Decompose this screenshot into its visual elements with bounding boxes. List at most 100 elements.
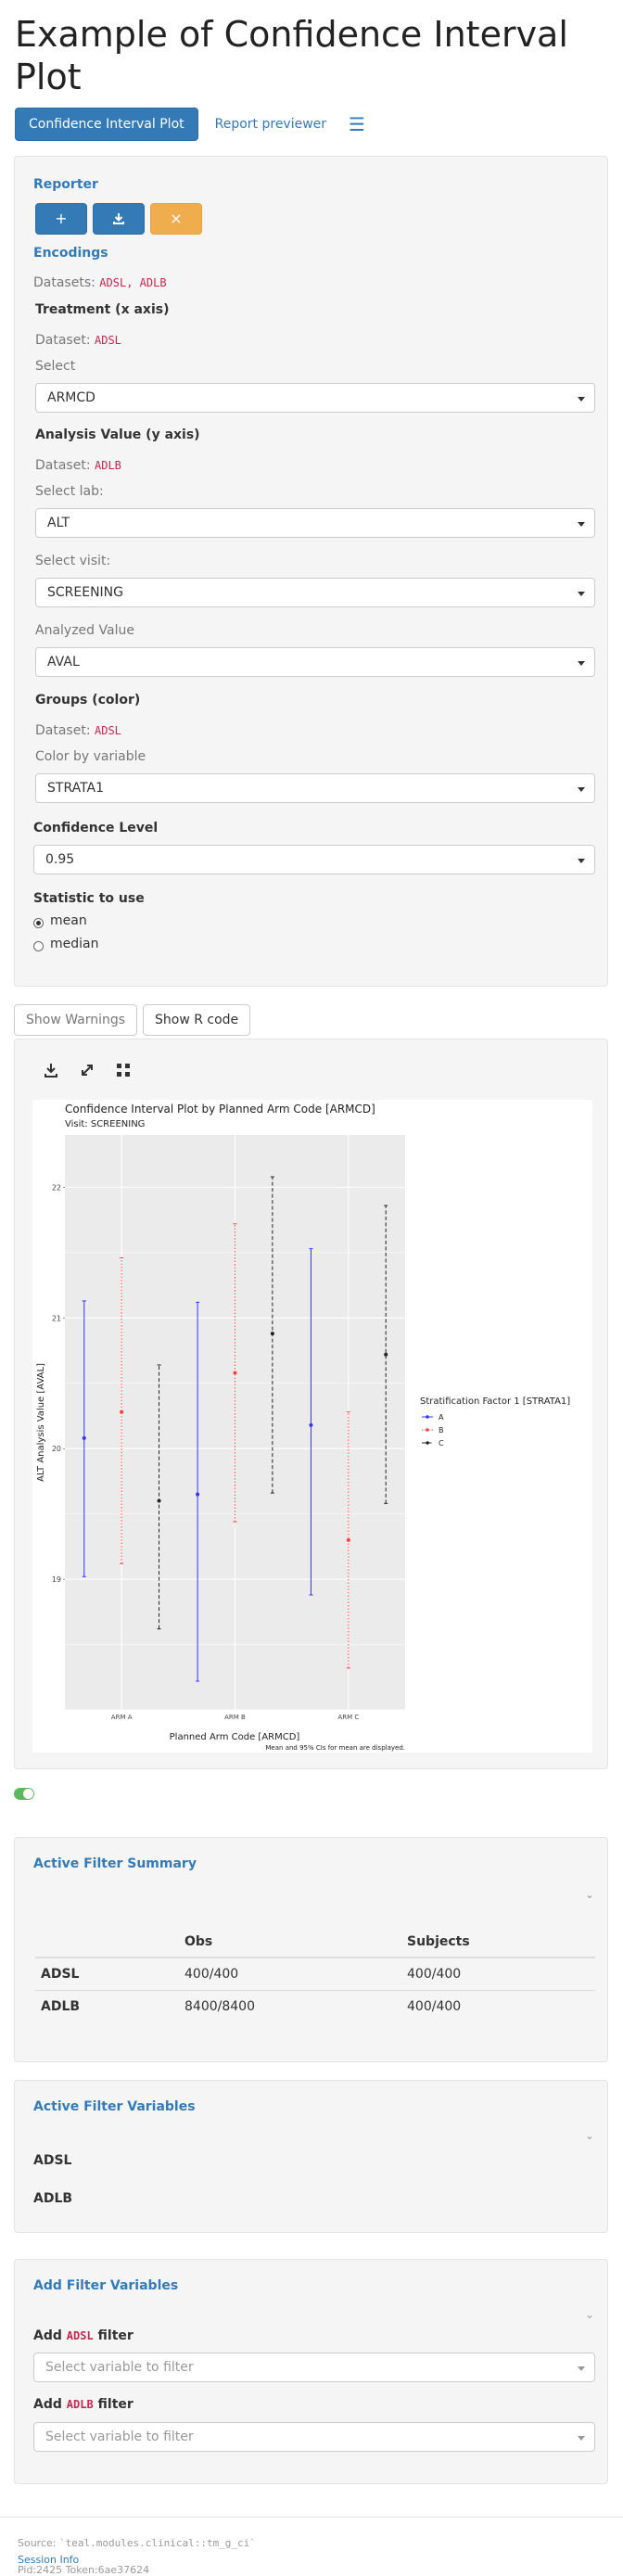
y-axis-label: ALT Analysis Value [AVAL] bbox=[36, 1363, 46, 1482]
y-tick-label: 21 bbox=[52, 1314, 61, 1322]
legend-key-point bbox=[426, 1428, 429, 1432]
dataset-code: ADSL bbox=[95, 724, 121, 737]
statistic-title: Statistic to use bbox=[33, 891, 145, 906]
caret-down-icon bbox=[578, 859, 585, 863]
mean-point bbox=[196, 1492, 200, 1497]
ci-plot: Confidence Interval Plot by Planned Arm … bbox=[32, 1100, 592, 1753]
download-report-button[interactable] bbox=[93, 203, 145, 235]
subjects-cell: 400/400 bbox=[401, 1957, 595, 1991]
caret-down-icon bbox=[578, 787, 585, 792]
y-tick-label: 19 bbox=[52, 1575, 61, 1584]
dataset-code: ADSL bbox=[99, 276, 127, 289]
plus-icon: + bbox=[55, 210, 68, 227]
datasets-label: Datasets: bbox=[33, 275, 95, 290]
radio-median[interactable] bbox=[33, 941, 44, 951]
session-info-link[interactable]: Session Info bbox=[18, 2554, 80, 2566]
table-header: Subjects bbox=[401, 1927, 595, 1958]
show-warnings-button[interactable]: Show Warnings bbox=[14, 1004, 138, 1036]
footer-divider bbox=[0, 2517, 623, 2518]
download-icon[interactable] bbox=[41, 1060, 61, 1080]
y-tick-label: 22 bbox=[52, 1183, 61, 1192]
color-by-label: Color by variable bbox=[35, 749, 146, 764]
tab-report-previewer[interactable]: Report previewer bbox=[214, 117, 327, 132]
mean-point bbox=[270, 1332, 274, 1336]
radio-mean[interactable] bbox=[33, 918, 44, 928]
table-header: Obs bbox=[179, 1927, 401, 1958]
filter-panel-toggle[interactable] bbox=[14, 1788, 34, 1800]
analyzed-value-select[interactable]: AVAL bbox=[35, 647, 595, 677]
caret-down-icon bbox=[578, 661, 585, 666]
main-nav: Confidence Interval Plot Report previewe… bbox=[0, 98, 623, 141]
close-icon: × bbox=[170, 210, 183, 227]
adsl-filter-select[interactable]: Select variable to filter bbox=[33, 2353, 595, 2382]
caret-down-icon bbox=[578, 2436, 585, 2441]
treatment-title: Treatment (x axis) bbox=[35, 302, 170, 317]
x-tick-label: ARM C bbox=[337, 1714, 359, 1721]
select-value: STRATA1 bbox=[47, 781, 105, 796]
resize-icon[interactable] bbox=[113, 1060, 134, 1080]
table-row: ADLB 8400/8400 400/400 bbox=[35, 1990, 595, 2022]
legend-entry-label: A bbox=[439, 1413, 444, 1422]
dataset-cell: ADSL bbox=[35, 1957, 179, 1991]
legend-key-point bbox=[426, 1441, 429, 1445]
caret-down-icon bbox=[578, 592, 585, 596]
treatment-select[interactable]: ARMCD bbox=[35, 383, 595, 413]
footer-source: Source: `teal.modules.clinical::tm_g_ci` bbox=[18, 2537, 256, 2549]
download-icon bbox=[113, 213, 124, 224]
color-by-select[interactable]: STRATA1 bbox=[35, 773, 595, 803]
dataset-code: ADSL bbox=[95, 334, 121, 347]
caret-down-icon bbox=[578, 397, 585, 402]
select-value: ARMCD bbox=[47, 390, 95, 405]
select-value: AVAL bbox=[47, 655, 80, 670]
analysis-title: Analysis Value (y axis) bbox=[35, 427, 200, 442]
encodings-panel: Reporter + × Encodings Datasets: ADSL, A… bbox=[14, 156, 608, 987]
x-tick-label: ARM B bbox=[224, 1714, 246, 1721]
chart-caption: Mean and 95% CIs for mean are displayed. bbox=[265, 1744, 405, 1752]
add-suffix: filter bbox=[97, 2328, 134, 2343]
mean-point bbox=[384, 1352, 388, 1357]
filter-variables-title: Active Filter Variables bbox=[33, 2099, 196, 2114]
obs-cell: 8400/8400 bbox=[179, 1990, 401, 2022]
filter-variable-dataset: ADSL bbox=[33, 2153, 72, 2168]
obs-cell: 400/400 bbox=[179, 1957, 401, 1991]
expand-icon[interactable] bbox=[77, 1060, 97, 1080]
tab-confidence-interval-plot[interactable]: Confidence Interval Plot bbox=[15, 108, 198, 141]
caret-down-icon bbox=[578, 2366, 585, 2371]
mean-point bbox=[120, 1409, 124, 1414]
caret-down-icon bbox=[578, 522, 585, 527]
visit-select[interactable]: SCREENING bbox=[35, 578, 595, 607]
source-prefix: Source: bbox=[18, 2537, 57, 2549]
legend-entry-label: B bbox=[439, 1426, 444, 1435]
filter-summary-table: Obs Subjects ADSL 400/400 400/400 ADLB 8… bbox=[35, 1927, 595, 2022]
radio-median-label: median bbox=[50, 937, 99, 951]
confidence-select[interactable]: 0.95 bbox=[33, 845, 595, 874]
mean-point bbox=[157, 1498, 161, 1503]
confidence-title: Confidence Level bbox=[33, 821, 159, 835]
adlb-filter-select[interactable]: Select variable to filter bbox=[33, 2422, 595, 2452]
add-card-button[interactable]: + bbox=[35, 203, 87, 235]
chart-title: Confidence Interval Plot by Planned Arm … bbox=[65, 1103, 375, 1116]
treatment-dataset-row: Dataset: ADSL bbox=[35, 333, 121, 348]
mean-point bbox=[82, 1435, 86, 1440]
table-header bbox=[35, 1927, 179, 1958]
groups-title: Groups (color) bbox=[35, 693, 141, 708]
chevron-down-icon[interactable]: ⌄ bbox=[585, 2308, 595, 2321]
mean-point bbox=[309, 1422, 313, 1427]
dataset-code: ADSL bbox=[66, 2329, 94, 2342]
menu-icon[interactable]: ☰ bbox=[349, 113, 365, 135]
chevron-down-icon[interactable]: ⌄ bbox=[585, 1888, 595, 1901]
y-tick-label: 20 bbox=[52, 1445, 61, 1453]
add-filter-title: Add Filter Variables bbox=[33, 2278, 179, 2293]
legend-entry-label: C bbox=[439, 1439, 444, 1447]
filter-variable-dataset: ADLB bbox=[33, 2191, 73, 2206]
table-row: ADSL 400/400 400/400 bbox=[35, 1957, 595, 1991]
add-prefix: Add bbox=[33, 2397, 62, 2412]
show-r-code-button[interactable]: Show R code bbox=[143, 1004, 251, 1036]
lab-select[interactable]: ALT bbox=[35, 508, 595, 538]
chevron-down-icon[interactable]: ⌄ bbox=[585, 2129, 595, 2142]
select-value: 0.95 bbox=[45, 852, 75, 867]
reset-report-button[interactable]: × bbox=[150, 203, 202, 235]
x-axis-label: Planned Arm Code [ARMCD] bbox=[170, 1732, 300, 1742]
datasets-row: Datasets: ADSL, ADLB bbox=[33, 275, 167, 290]
add-suffix: filter bbox=[97, 2397, 134, 2412]
